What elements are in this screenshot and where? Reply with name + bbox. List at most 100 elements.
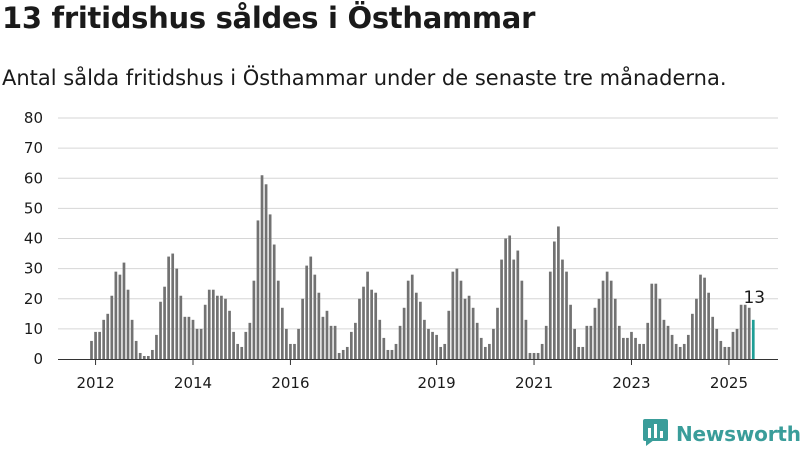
- bar: [605, 271, 609, 359]
- bar: [171, 253, 175, 359]
- y-tick-label: 40: [24, 230, 43, 248]
- bar: [317, 292, 321, 359]
- bar: [666, 325, 670, 359]
- bar: [747, 307, 751, 359]
- bar: [479, 337, 483, 359]
- bar: [167, 256, 170, 359]
- bar: [682, 343, 686, 359]
- bar: [313, 274, 317, 359]
- bar: [634, 337, 637, 359]
- bar: [593, 307, 597, 359]
- bar: [435, 334, 438, 359]
- x-tick-label: 2019: [418, 374, 456, 392]
- y-tick-label: 0: [33, 350, 43, 368]
- bar: [163, 286, 166, 359]
- bar: [715, 328, 719, 360]
- bar: [419, 301, 422, 359]
- bar: [191, 319, 195, 359]
- bar-latest: [751, 319, 755, 359]
- bar: [508, 235, 512, 359]
- bar: [305, 265, 309, 359]
- page-title: 13 fritidshus såldes i Östhammar: [2, 1, 536, 35]
- bar: [504, 238, 507, 359]
- bar: [301, 298, 304, 359]
- bar: [483, 346, 487, 359]
- bar: [402, 307, 406, 359]
- bar: [349, 331, 353, 359]
- bar: [175, 268, 179, 360]
- bar: [443, 343, 447, 359]
- bar: [280, 307, 284, 359]
- bar: [110, 295, 114, 359]
- bars: [90, 175, 755, 360]
- bar: [211, 289, 215, 359]
- bar: [678, 346, 682, 359]
- bar: [224, 298, 227, 359]
- bar: [276, 280, 280, 359]
- bar: [216, 295, 219, 359]
- bar: [431, 331, 434, 359]
- bar: [561, 259, 564, 359]
- bar: [98, 331, 101, 359]
- bar: [378, 319, 382, 359]
- bar: [195, 328, 199, 360]
- bar: [382, 337, 386, 359]
- y-tick-label: 70: [24, 139, 43, 157]
- bar: [325, 310, 329, 359]
- bar: [638, 343, 641, 359]
- bar: [520, 280, 524, 359]
- bar: [370, 289, 373, 359]
- bar: [134, 340, 138, 359]
- bar: [146, 355, 150, 359]
- bar: [289, 343, 292, 359]
- bar: [138, 352, 142, 359]
- bar: [670, 334, 674, 359]
- bar: [528, 352, 532, 359]
- bar: [686, 334, 690, 359]
- bar: [524, 319, 528, 359]
- y-tick-label: 80: [24, 109, 43, 127]
- bar: [345, 346, 349, 359]
- bar: [102, 319, 106, 359]
- bar: [179, 295, 183, 359]
- bar: [532, 352, 536, 359]
- bar: [151, 349, 154, 359]
- bar: [650, 283, 654, 359]
- bar: [354, 322, 357, 359]
- bar: [674, 343, 678, 359]
- bar: [309, 256, 313, 359]
- y-axis-tick-labels: 0 10 20 30 40 50 60 70 80: [24, 109, 43, 368]
- bar: [581, 346, 585, 359]
- x-tick-label: 2014: [174, 374, 212, 392]
- x-tick-label: 2023: [612, 374, 650, 392]
- bar: [516, 250, 520, 359]
- bar: [658, 298, 662, 359]
- bar: [199, 328, 203, 360]
- bar: [723, 346, 727, 359]
- bar: [386, 349, 390, 359]
- bar: [341, 349, 345, 359]
- bar: [337, 352, 341, 359]
- latest-value-label: 13: [743, 288, 765, 308]
- bar: [585, 325, 589, 359]
- bar: [155, 334, 158, 359]
- bar: [106, 313, 110, 359]
- bar: [207, 289, 211, 359]
- brand-name: Newsworthy: [676, 422, 800, 446]
- bar: [565, 271, 568, 359]
- bar: [711, 316, 715, 359]
- bar: [90, 340, 93, 359]
- value-labels: 13: [743, 288, 765, 308]
- bar: [630, 331, 633, 359]
- bar: [597, 298, 601, 359]
- bar: [662, 319, 666, 359]
- bar: [268, 214, 272, 359]
- bar: [447, 310, 451, 359]
- gridlines: [58, 117, 778, 330]
- bar: [642, 343, 646, 359]
- bar: [329, 325, 333, 359]
- bar: [159, 301, 162, 359]
- bar: [439, 346, 443, 359]
- bar: [601, 280, 605, 359]
